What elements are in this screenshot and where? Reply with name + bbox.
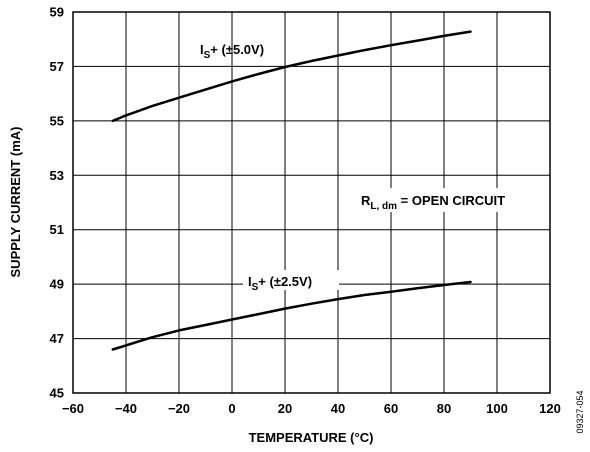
y-tick-labels: 45 47 49 51 53 55 57 59: [50, 5, 64, 401]
figure-reference: 09327-054: [575, 390, 585, 433]
y-tick-label: 49: [50, 277, 64, 292]
load-annotation: RL, dm = OPEN CIRCUIT: [361, 193, 505, 212]
y-tick-label: 57: [50, 59, 64, 74]
x-axis-title: TEMPERATURE (°C): [249, 430, 374, 445]
x-tick-label: −40: [115, 401, 137, 416]
series-label-5v: IS+ (±5.0V): [200, 42, 264, 61]
y-tick-label: 51: [50, 222, 64, 237]
load-annotation-background: [356, 188, 546, 212]
series-layer: [111, 30, 472, 351]
x-tick-label: −20: [168, 401, 190, 416]
plot-frame: [72, 11, 551, 394]
x-tick-labels: −60 −40 −20 0 20 40 60 80 100 120: [62, 401, 561, 416]
series-label-2-5v: IS+ (±2.5V): [248, 274, 312, 293]
series-line-1: [111, 280, 472, 351]
y-tick-label: 55: [50, 113, 64, 128]
x-tick-label: −60: [62, 401, 84, 416]
series-line-0: [111, 30, 472, 123]
y-tick-label: 47: [50, 331, 64, 346]
x-tick-label: 20: [278, 401, 292, 416]
y-tick-label: 53: [50, 168, 64, 183]
x-tick-label: 80: [437, 401, 451, 416]
series-label-2-5v-background: [243, 270, 339, 290]
x-tick-label: 120: [539, 401, 561, 416]
x-tick-label: 100: [486, 401, 508, 416]
y-tick-label: 59: [50, 5, 64, 20]
x-tick-label: 40: [331, 401, 345, 416]
y-tick-label: 45: [50, 386, 64, 401]
x-tick-label: 0: [228, 401, 235, 416]
y-axis-title: SUPPLY CURRENT (mA): [8, 127, 23, 278]
x-tick-label: 60: [384, 401, 398, 416]
